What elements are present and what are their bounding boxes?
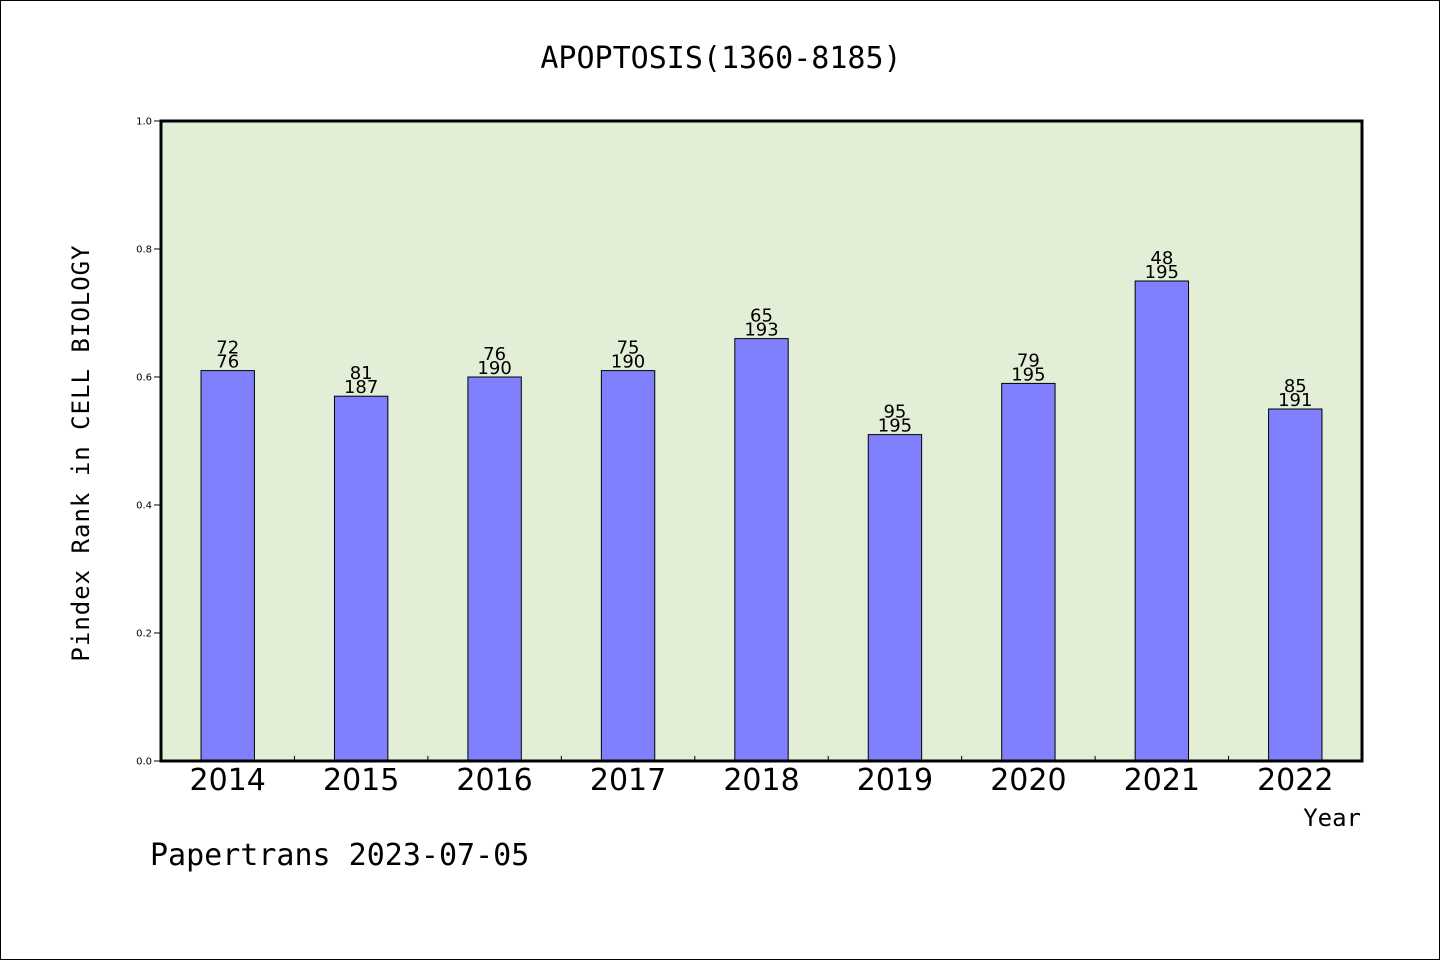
bar-label-top: 85: [1284, 376, 1307, 397]
bar-label-bottom: 195: [1145, 262, 1179, 283]
x-axis: 2014 2015 2016 2017 2018 2019 2020 2021 2022: [190, 756, 1333, 798]
bar: [600, 370, 656, 762]
bar-label-top: 81: [350, 363, 373, 384]
bar: [200, 370, 255, 762]
bar-label-top: 75: [617, 338, 640, 359]
bar-label-bottom: 190: [477, 358, 511, 379]
bar-label-bottom: 76: [216, 352, 239, 373]
bar: [333, 395, 389, 762]
bar-label-bottom: 195: [878, 416, 912, 437]
x-tick-label: 2019: [857, 763, 933, 798]
y-axis-label: Pindex Rank in CELL BIOLOGY: [67, 244, 95, 661]
bar-labels: 7276811877619075190651939519579195481958…: [216, 248, 1312, 437]
bars: [200, 280, 1323, 762]
x-tick-label: 2021: [1124, 763, 1200, 798]
y-tick-label: 1.0: [136, 117, 152, 128]
bar: [1268, 408, 1323, 762]
bar-label-bottom: 187: [344, 377, 378, 398]
y-tick-label: 0.2: [136, 629, 152, 640]
bar: [467, 376, 522, 762]
x-tick-label: 2022: [1257, 763, 1333, 798]
bar-label-top: 76: [483, 344, 506, 365]
y-tick-label: 0.0: [136, 757, 152, 768]
bar: [734, 338, 789, 762]
x-tick-label: 2017: [590, 763, 666, 798]
bar: [1001, 382, 1056, 762]
footer-text: Papertrans 2023-07-05: [150, 838, 529, 873]
bar-label-top: 95: [883, 402, 906, 423]
x-tick-label: 2015: [323, 763, 399, 798]
bar: [867, 434, 923, 762]
bar-label-top: 79: [1017, 350, 1040, 371]
bar-label-top: 65: [750, 306, 773, 327]
y-tick-label: 0.4: [136, 501, 152, 512]
y-tick-label: 0.8: [136, 245, 152, 256]
bar-label-bottom: 190: [611, 352, 645, 373]
bar-label-top: 48: [1150, 248, 1173, 269]
x-tick-label: 2020: [990, 763, 1066, 798]
bar-label-bottom: 195: [1011, 364, 1045, 385]
bar-label-bottom: 193: [744, 320, 778, 341]
x-tick-label: 2014: [190, 763, 266, 798]
bar: [1134, 280, 1190, 762]
x-tick-label: 2016: [456, 763, 532, 798]
plot-border: [159, 119, 1364, 763]
y-tick-label: 0.6: [136, 373, 152, 384]
x-tick-label: 2018: [723, 763, 799, 798]
x-axis-label: Year: [1303, 804, 1361, 832]
bar-label-bottom: 191: [1278, 390, 1312, 411]
y-axis: 0.0 0.2 0.4 0.6 0.8 1.0: [136, 117, 161, 768]
chart-title: APOPTOSIS(1360-8185): [540, 41, 901, 76]
bar-label-top: 72: [216, 338, 239, 359]
